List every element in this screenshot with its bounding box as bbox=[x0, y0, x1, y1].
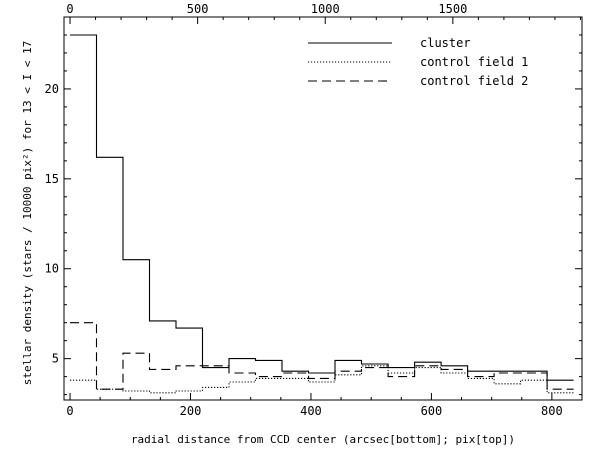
y-tick-label: 15 bbox=[45, 172, 59, 186]
x-tick-label: 600 bbox=[421, 404, 443, 418]
y-tick-label: 5 bbox=[52, 352, 59, 366]
axes: 0 200 400 600 800 0 500 1000 1500 5 10 15 20 bbox=[45, 2, 583, 418]
plot-frame bbox=[63, 16, 583, 401]
plot-area bbox=[70, 34, 574, 394]
legend-label-control-field-2: control field 2 bbox=[420, 74, 528, 88]
x-top-tick-label: 0 bbox=[66, 2, 73, 16]
y-tick-label: 20 bbox=[45, 82, 59, 96]
x-tick-label: 400 bbox=[300, 404, 322, 418]
series-control-field-2 bbox=[70, 322, 574, 390]
legend-label-cluster: cluster bbox=[420, 36, 471, 50]
x-tick-label: 0 bbox=[66, 404, 73, 418]
legend: cluster control field 1 control field 2 bbox=[308, 36, 528, 88]
series-cluster bbox=[70, 34, 574, 381]
legend-label-control-field-1: control field 1 bbox=[420, 55, 528, 69]
y-axis-title: stellar density (stars / 10000 pix²) for… bbox=[21, 41, 34, 385]
x-tick-label: 800 bbox=[541, 404, 563, 418]
y-tick-label: 10 bbox=[45, 262, 59, 276]
x-top-tick-label: 500 bbox=[187, 2, 209, 16]
x-tick-label: 200 bbox=[180, 404, 202, 418]
x-top-tick-label: 1000 bbox=[311, 2, 340, 16]
x-axis-title: radial distance from CCD center (arcsec[… bbox=[131, 433, 515, 446]
x-top-tick-label: 1500 bbox=[438, 2, 467, 16]
